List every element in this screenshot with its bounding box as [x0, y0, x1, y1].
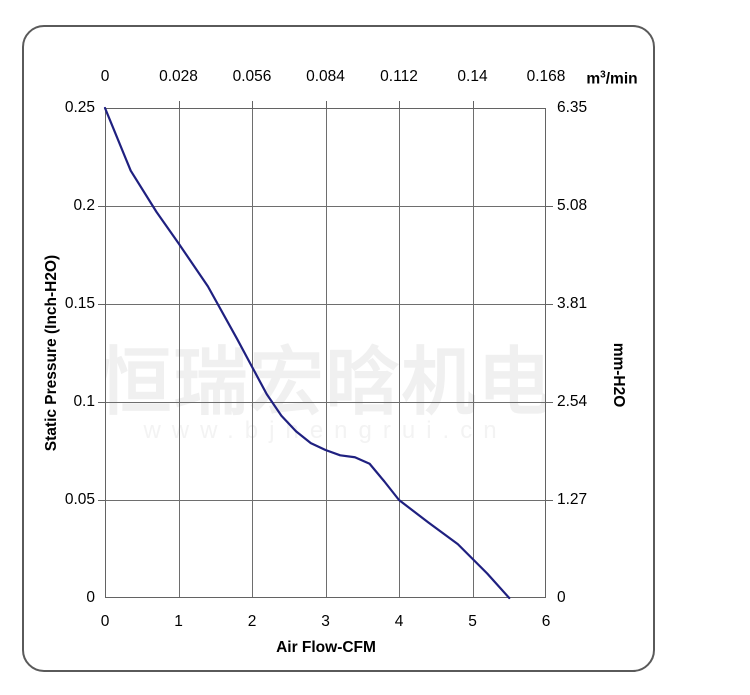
performance-curve-svg: [103, 106, 511, 600]
x-tick-label-0: 0: [100, 613, 110, 630]
tickmark-top-1: [178, 101, 180, 108]
x-tick-label-5: 5: [468, 613, 477, 630]
outer-frame-border: [22, 25, 655, 672]
x-tick-label-6: 6: [541, 613, 551, 630]
plot-frame-border: [105, 108, 546, 598]
y2-tick-label-3: 3.81: [557, 295, 588, 312]
tickmark-right-4: [546, 206, 553, 208]
gridline-horizontal-0p05: [105, 500, 546, 502]
y2-tick-label-0: 0: [557, 589, 566, 606]
gridline-vertical-4: [399, 108, 401, 598]
x2-tick-label-0: 0: [100, 68, 110, 85]
y2-tick-label-2: 2.54: [557, 393, 588, 410]
y-tick-label-4: 0.2: [73, 197, 95, 214]
x2-tick-label-1: 0.028: [159, 68, 198, 85]
gridline-vertical-3: [325, 108, 327, 598]
y2-tick-label-4: 5.08: [557, 197, 588, 214]
y-tick-label-2: 0.1: [73, 393, 95, 410]
tickmark-left-4: [98, 206, 105, 208]
gridline-horizontal-0p20: [105, 206, 546, 208]
tickmark-right-1: [546, 500, 553, 502]
static-pressure-curve: [103, 106, 511, 600]
tickmark-left-2: [98, 402, 105, 404]
gridline-horizontal-0p15: [105, 304, 546, 306]
x2-tick-label-2: 0.056: [232, 68, 272, 85]
plot-area: [103, 106, 546, 600]
gridline-vertical-5: [472, 108, 474, 598]
gridline-vertical-1: [178, 108, 180, 598]
x-tick-label-1: 1: [174, 613, 183, 630]
y-tick-label-3: 0.15: [64, 295, 95, 312]
x2-tick-label-3: 0.084: [306, 68, 345, 85]
y-tick-label-1: 0.05: [64, 491, 95, 508]
x2-tick-label-5: 0.14: [457, 68, 488, 85]
tickmark-left-1: [98, 500, 105, 502]
tickmark-right-2: [546, 402, 553, 404]
x2-tick-label-6: 0.168: [526, 68, 566, 85]
gridline-vertical-2: [252, 108, 254, 598]
y-tick-label-5: 0.25: [64, 99, 95, 116]
y-tick-label-0: 0: [86, 589, 95, 606]
y-axis-title-right: mm-H2O: [610, 342, 627, 408]
x-tick-label-2: 2: [247, 613, 257, 630]
x-axis-title: Air Flow-CFM: [276, 639, 376, 656]
tickmark-right-3: [546, 304, 553, 306]
tickmark-top-5: [472, 101, 474, 108]
x-tick-label-3: 3: [321, 613, 330, 630]
x-tick-label-4: 4: [394, 613, 404, 630]
y2-tick-label-5: 6.35: [557, 99, 588, 116]
tickmark-top-4: [399, 101, 401, 108]
x2-tick-label-4: 0.112: [380, 68, 418, 85]
tickmark-top-3: [325, 101, 327, 108]
top-axis-unit-label: m3/min: [586, 69, 638, 88]
y2-tick-label-1: 1.27: [557, 491, 588, 508]
tickmark-top-2: [252, 101, 254, 108]
y-axis-title-left: Static Pressure (Inch-H2O): [43, 254, 60, 452]
tickmark-left-3: [98, 304, 105, 306]
gridline-horizontal-0p10: [105, 402, 546, 404]
